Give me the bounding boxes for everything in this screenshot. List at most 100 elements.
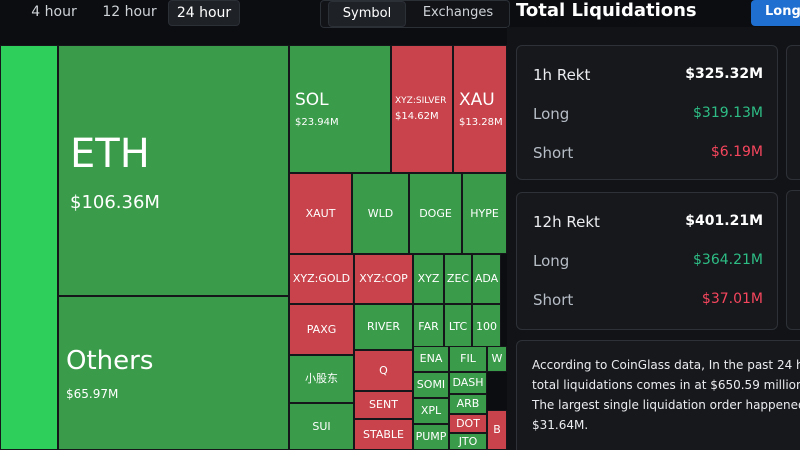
treemap-tile[interactable]: FAR: [413, 304, 444, 350]
tile-label: XAU: [459, 89, 495, 110]
treemap-tile[interactable]: DASH: [449, 372, 487, 394]
tile-value: $65.97M: [66, 386, 119, 401]
treemap-tile[interactable]: XPL: [413, 398, 449, 424]
tile-label: XYZ:SILVER: [395, 96, 447, 107]
stat-row: Long $364.21M: [533, 252, 763, 272]
tile-label: PUMP: [415, 430, 447, 444]
view-toggle[interactable]: Exchanges: [422, 5, 494, 20]
stat-label: Long: [533, 252, 570, 270]
treemap-tile[interactable]: HYPE: [462, 173, 507, 254]
tile-label: HYPE: [470, 206, 499, 220]
stat-value: $364.21M: [693, 252, 763, 268]
tile-label: PAXG: [306, 322, 337, 336]
tile-label: DASH: [452, 376, 484, 390]
treemap-tile[interactable]: DOGE: [409, 173, 462, 254]
treemap-tile[interactable]: SOL $23.94M: [289, 45, 391, 173]
tile-label: Others: [66, 346, 154, 377]
stat-label: 12h Rekt: [533, 213, 600, 231]
treemap-tile[interactable]: W: [487, 346, 507, 372]
stat-label: Short: [533, 291, 574, 309]
treemap-tile[interactable]: WLD: [352, 173, 409, 254]
tile-label: XYZ: [417, 272, 440, 286]
tile-value: $23.94M: [295, 117, 339, 129]
tile-label: ARB: [456, 397, 480, 411]
time-tab[interactable]: 4 hour: [31, 4, 77, 20]
treemap-tile[interactable]: FIL: [449, 346, 487, 372]
tile-label: XYZ:GOLD: [292, 272, 351, 286]
summary-line: According to CoinGlass data, In the past…: [532, 358, 800, 372]
treemap-tile[interactable]: SENT: [354, 391, 413, 419]
tile-label: LTC: [448, 320, 468, 334]
tile-label: XPL: [420, 404, 442, 418]
treemap-tile[interactable]: SUI: [289, 403, 354, 450]
treemap-tile[interactable]: ETH $106.36M: [58, 45, 289, 296]
treemap-tile[interactable]: ZEC: [444, 254, 472, 304]
tile-label: B: [493, 423, 501, 437]
treemap-tile[interactable]: XYZ:COP: [354, 254, 413, 304]
treemap-tile[interactable]: XAU $13.28M: [453, 45, 507, 173]
long-button[interactable]: Long: [751, 0, 800, 26]
stat-label: Short: [533, 144, 574, 162]
stat-value: $401.21M: [685, 213, 763, 229]
treemap-tile[interactable]: DOT: [449, 414, 487, 433]
tile-value: $13.28M: [459, 117, 503, 129]
card-edge: [786, 190, 800, 330]
treemap-tile[interactable]: XYZ:GOLD: [289, 254, 354, 304]
summary-line: $31.64M.: [532, 418, 589, 432]
stat-row: 1h Rekt $325.32M: [533, 66, 763, 86]
view-toggle[interactable]: Symbol: [328, 1, 406, 27]
treemap-tile[interactable]: 小股东: [289, 355, 354, 403]
tile-label: 小股东: [305, 372, 338, 386]
treemap-tile[interactable]: JTO: [449, 433, 487, 450]
tile-label: SENT: [369, 398, 398, 412]
stat-value: $319.13M: [693, 105, 763, 121]
stat-card: 1h Rekt $325.32M Long $319.13M Short $6.19M: [516, 45, 778, 180]
treemap-tile[interactable]: RIVER: [354, 304, 413, 350]
tile-label: W: [491, 352, 503, 366]
treemap-tile[interactable]: Others $65.97M: [58, 296, 289, 450]
panel-title: Total Liquidations: [516, 0, 697, 21]
tile-label: FIL: [460, 352, 476, 366]
summary-line: total liquidations comes in at $650.59 m…: [532, 378, 800, 392]
stat-row: Short $37.01M: [533, 291, 763, 311]
treemap-tile[interactable]: XYZ: [413, 254, 444, 304]
tile-label: WLD: [367, 206, 394, 220]
stat-value: $37.01M: [701, 291, 763, 307]
treemap-tile[interactable]: XYZ:SILVER $14.62M: [391, 45, 453, 173]
stat-value: $6.19M: [710, 144, 763, 160]
summary-box: [516, 340, 800, 450]
treemap-tile[interactable]: PUMP: [413, 424, 449, 450]
tile-label: JTO: [458, 434, 478, 448]
treemap-tile[interactable]: LTC: [444, 304, 472, 350]
tile-label: FAR: [418, 320, 439, 334]
tile-value: $106.36M: [70, 191, 160, 213]
tile-label: ETH: [70, 130, 150, 177]
tile-value: $14.62M: [395, 110, 439, 122]
tile-label: ZEC: [446, 272, 470, 286]
time-tab[interactable]: 24 hour: [168, 0, 240, 26]
stat-label: Long: [533, 105, 570, 123]
treemap-tile[interactable]: ENA: [413, 346, 449, 372]
stat-row: Long $319.13M: [533, 105, 763, 125]
tile-label: ENA: [419, 352, 443, 366]
treemap-tile[interactable]: PAXG: [289, 304, 354, 355]
stat-card: 12h Rekt $401.21M Long $364.21M Short $37.01M: [516, 192, 778, 330]
tile-label: SOL: [295, 89, 329, 110]
treemap-tile[interactable]: Q: [354, 350, 413, 391]
summary-line: The largest single liquidation order hap…: [532, 398, 800, 412]
treemap-tile[interactable]: 100: [472, 304, 501, 350]
stat-label: 1h Rekt: [533, 66, 591, 84]
treemap-tile[interactable]: XAUT: [289, 173, 352, 254]
treemap-tile[interactable]: SOMI: [413, 372, 449, 398]
tile-label: DOT: [456, 416, 480, 430]
stat-row: 12h Rekt $401.21M: [533, 213, 763, 233]
treemap-tile[interactable]: STABLE: [354, 419, 413, 450]
treemap-tile[interactable]: [0, 45, 58, 450]
treemap-tile[interactable]: B: [487, 410, 507, 450]
time-tab[interactable]: 12 hour: [102, 4, 157, 20]
tile-label: RIVER: [366, 320, 400, 334]
treemap-tile[interactable]: ADA: [472, 254, 501, 304]
card-edge: [786, 45, 800, 180]
treemap-tile[interactable]: ARB: [449, 394, 487, 414]
